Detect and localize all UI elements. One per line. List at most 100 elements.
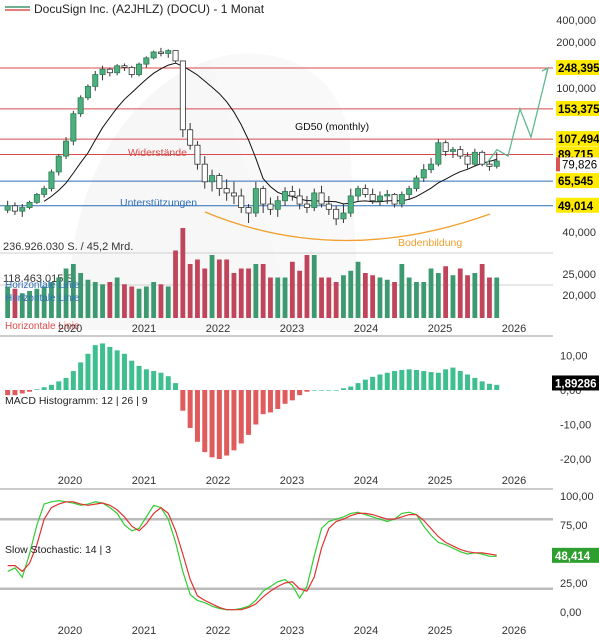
- x-tick-price: 2020: [58, 323, 82, 335]
- price-y-tick: 20,000: [562, 290, 596, 302]
- macd-last-label: 1,89286: [555, 378, 597, 390]
- legend-horizontal-1: Horizontale Linie: [5, 280, 80, 291]
- candle: [4, 200, 11, 214]
- macd-bar: [78, 362, 84, 390]
- macd-bar: [253, 390, 259, 425]
- macd-bar: [333, 390, 339, 391]
- volume-bar: [494, 277, 500, 318]
- macd-bar: [85, 353, 91, 390]
- stoch-y-tick: 0,00: [560, 607, 581, 619]
- candle: [121, 63, 128, 71]
- candle: [187, 122, 194, 150]
- annotation-bodenbildung: Bodenbildung: [398, 237, 462, 249]
- volume-bar: [435, 273, 441, 318]
- candle: [479, 150, 486, 167]
- candle: [464, 152, 471, 169]
- candle: [209, 169, 216, 192]
- candle-body: [406, 188, 413, 195]
- macd-bar: [12, 390, 18, 396]
- macd-bar: [158, 372, 164, 390]
- volume-bar: [362, 273, 368, 318]
- candle: [493, 152, 500, 169]
- candle-body: [99, 68, 106, 75]
- volume-bar: [5, 286, 11, 318]
- candle: [63, 137, 70, 160]
- macd-bar: [486, 383, 492, 390]
- candle-body: [464, 155, 471, 165]
- macd-bar: [399, 369, 405, 390]
- volume-bar: [355, 261, 361, 318]
- candle-body: [347, 195, 354, 214]
- candle-body: [77, 97, 84, 115]
- x-tick-macd: 2024: [354, 475, 378, 487]
- x-tick-stoch: 2024: [354, 625, 378, 637]
- volume-bar: [100, 284, 105, 318]
- macd-bar: [355, 383, 361, 390]
- x-tick-price: 2026: [502, 323, 526, 335]
- volume-bar: [311, 255, 317, 318]
- candle-body: [121, 65, 128, 68]
- candle-body: [106, 68, 113, 74]
- candle-body: [187, 129, 194, 146]
- x-tick-macd: 2022: [206, 475, 230, 487]
- macd-bar: [202, 390, 208, 453]
- x-tick-price: 2022: [206, 323, 230, 335]
- macd-bar: [114, 350, 120, 390]
- annotation-widerstaende: Widerstände: [128, 147, 187, 159]
- candle: [194, 141, 201, 170]
- candle: [26, 200, 33, 210]
- candle: [41, 185, 48, 198]
- candle-body: [33, 194, 40, 203]
- macd-bar: [19, 390, 25, 394]
- macd-bar: [216, 390, 222, 459]
- candle-body: [238, 195, 245, 208]
- stoch-y-tick: 75,00: [560, 520, 588, 532]
- candle: [391, 192, 398, 208]
- price-pane: 400,000 200,000 100,000 40,000 25,000 20,000 2…: [0, 15, 599, 302]
- candle: [311, 188, 318, 212]
- stoch-title: Slow Stochastic: 14 | 3: [5, 544, 111, 556]
- candle-body: [252, 188, 259, 214]
- candle-body: [55, 155, 62, 173]
- candle-body: [157, 51, 164, 54]
- x-tick-price: 2021: [132, 323, 156, 335]
- candle-body: [391, 194, 398, 205]
- macd-bar: [377, 374, 383, 390]
- chart-title: DocuSign Inc. (A2JHLZ) (DOCU) - 1 Monat: [34, 2, 265, 16]
- macd-bar: [187, 390, 193, 428]
- candle: [428, 158, 435, 174]
- candle-body: [428, 163, 435, 171]
- candle: [106, 67, 113, 77]
- candle-body: [289, 191, 296, 197]
- candle-body: [471, 151, 478, 165]
- macd-bar: [92, 345, 98, 390]
- candle: [449, 146, 456, 159]
- volume-bar: [282, 277, 288, 318]
- volume-bar: [443, 266, 449, 318]
- candle: [245, 204, 252, 223]
- candle: [486, 160, 493, 171]
- macd-title: MACD Histogramm: 12 | 26 | 9: [5, 395, 148, 407]
- candle-body: [92, 74, 99, 87]
- macd-bar: [173, 383, 179, 390]
- volume-bar: [370, 275, 376, 318]
- macd-bar: [56, 381, 62, 390]
- macd-bar: [48, 384, 54, 390]
- candle: [128, 65, 135, 78]
- macd-bar: [450, 367, 456, 390]
- volume-bar: [275, 277, 281, 318]
- candle-body: [4, 205, 11, 211]
- candle-body: [260, 188, 267, 205]
- last-price-label: 79,826: [562, 159, 597, 171]
- macd-bar: [27, 390, 33, 392]
- macd-bar: [443, 369, 449, 390]
- macd-bar: [465, 374, 471, 390]
- volume-bar: [421, 282, 427, 318]
- macd-bar: [209, 390, 215, 458]
- candle-body: [19, 207, 26, 212]
- bodenbildung-arc: [204, 211, 491, 242]
- level-label-bg: [556, 197, 599, 213]
- candle: [274, 195, 281, 217]
- level-label: 248,395: [558, 63, 599, 75]
